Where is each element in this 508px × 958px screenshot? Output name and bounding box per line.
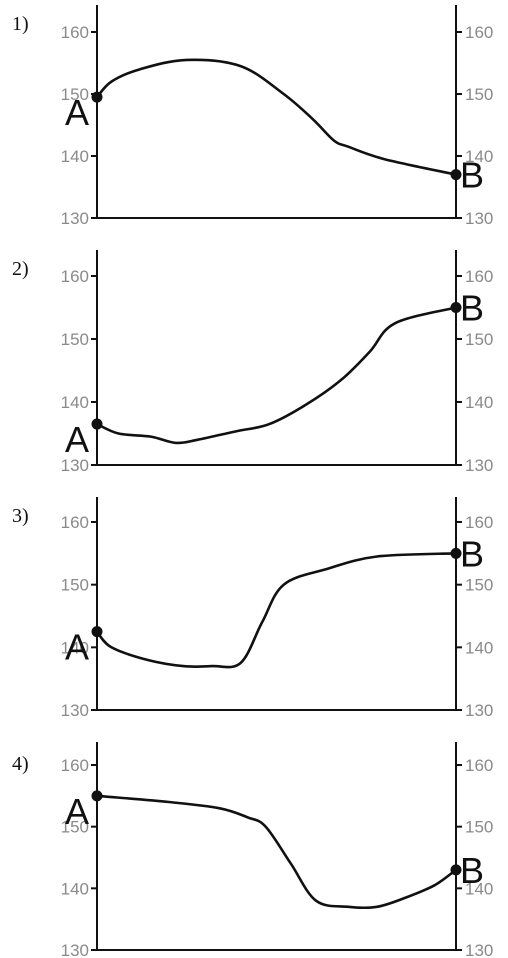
y-tick-label-right: 130 bbox=[465, 456, 493, 475]
y-tick-label-left: 150 bbox=[61, 818, 89, 837]
y-tick-label-right: 130 bbox=[465, 941, 493, 958]
series-line bbox=[95, 58, 458, 176]
y-tick-label-left: 160 bbox=[61, 23, 89, 42]
y-tick-label-left: 130 bbox=[61, 941, 89, 958]
y-tick-label-left: 130 bbox=[61, 456, 89, 475]
y-tick-label-right: 150 bbox=[465, 576, 493, 595]
y-tick-label-right: 160 bbox=[465, 756, 493, 775]
y-tick-label-right: 160 bbox=[465, 267, 493, 286]
y-tick-label-left: 140 bbox=[61, 147, 89, 166]
start-label: A bbox=[65, 627, 89, 668]
series-line bbox=[95, 794, 458, 910]
y-tick-label-right: 160 bbox=[465, 23, 493, 42]
start-label: A bbox=[65, 791, 89, 832]
end-point bbox=[450, 547, 462, 559]
y-tick-label-left: 150 bbox=[61, 85, 89, 104]
panel-label-1: 1) bbox=[12, 13, 29, 35]
y-tick-label-right: 140 bbox=[465, 879, 493, 898]
y-tick-label-right: 140 bbox=[465, 638, 493, 657]
y-tick-label-left: 160 bbox=[61, 267, 89, 286]
y-tick-label-right: 150 bbox=[465, 818, 493, 837]
y-tick-label-left: 160 bbox=[61, 756, 89, 775]
end-point bbox=[450, 169, 462, 181]
y-tick-label-right: 130 bbox=[465, 209, 493, 228]
y-tick-label-left: 140 bbox=[61, 879, 89, 898]
y-tick-label-left: 140 bbox=[61, 638, 89, 657]
end-label: B bbox=[460, 288, 484, 329]
series-line bbox=[95, 306, 458, 445]
y-tick-label-left: 160 bbox=[61, 513, 89, 532]
start-label: A bbox=[65, 92, 89, 133]
y-tick-label-right: 140 bbox=[465, 147, 493, 166]
y-tick-label-right: 150 bbox=[465, 330, 493, 349]
y-tick-label-right: 150 bbox=[465, 85, 493, 104]
end-label: B bbox=[460, 155, 484, 196]
y-tick-label-right: 160 bbox=[465, 513, 493, 532]
series-line bbox=[95, 552, 458, 669]
start-point bbox=[91, 418, 103, 430]
start-point bbox=[91, 626, 103, 638]
start-label: A bbox=[65, 419, 89, 460]
y-tick-label-left: 140 bbox=[61, 393, 89, 412]
end-point bbox=[450, 302, 462, 313]
end-point bbox=[450, 864, 462, 876]
end-label: B bbox=[460, 533, 484, 574]
panel-label-3: 3) bbox=[12, 505, 29, 527]
y-tick-label-right: 130 bbox=[465, 701, 493, 720]
y-tick-label-left: 150 bbox=[61, 576, 89, 595]
y-tick-label-left: 130 bbox=[61, 701, 89, 720]
panel-label-4: 4) bbox=[12, 753, 29, 775]
y-tick-label-right: 140 bbox=[465, 393, 493, 412]
start-point bbox=[91, 790, 103, 802]
start-point bbox=[91, 91, 103, 103]
panel-label-2: 2) bbox=[12, 258, 29, 280]
y-tick-label-left: 130 bbox=[61, 209, 89, 228]
y-tick-label-left: 150 bbox=[61, 330, 89, 349]
end-label: B bbox=[460, 850, 484, 891]
